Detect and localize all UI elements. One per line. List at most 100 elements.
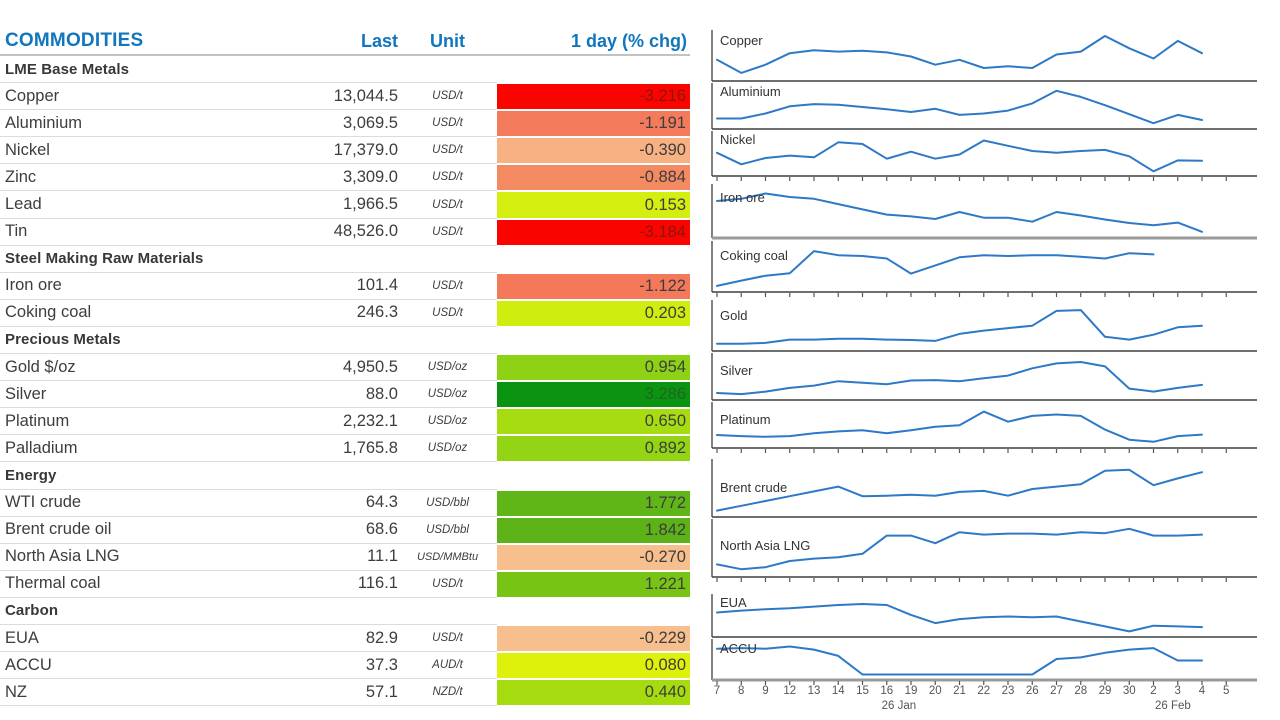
change-cell: -1.122 [497,273,690,300]
section-empty [497,462,690,489]
change-cell: 0.892 [497,435,690,462]
chart-panel-label: Brent crude [720,480,787,495]
last-price: 2,232.1 [300,408,398,436]
last-price: 82.9 [300,625,398,653]
change-cell: -1.191 [497,110,690,137]
section-row: Steel Making Raw Materials [0,246,690,273]
x-axis-tick-label: 5 [1223,685,1229,697]
section-title: Steel Making Raw Materials [0,246,497,273]
commodity-name: Platinum [0,408,300,436]
last-price: 64.3 [300,490,398,517]
section-title: Energy [0,462,497,490]
chart-panel-label: Platinum [720,412,771,427]
x-axis-tick-label: 14 [832,685,845,697]
change-cell: 1.842 [497,517,690,544]
last-price: 13,044.5 [300,83,398,111]
table-row: Nickel 17,379.0 USD/t -0.390 [0,137,690,165]
x-axis-tick-label: 27 [1050,685,1063,697]
x-axis-tick-label: 4 [1199,685,1206,697]
commodity-name: Lead [0,191,300,219]
unit-label: USD/bbl [398,490,497,517]
table-row: Aluminium 3,069.5 USD/t -1.191 [0,110,690,138]
x-axis-tick-label: 8 [738,685,744,697]
change-cell: 0.203 [497,300,690,327]
commodity-name: Brent crude oil [0,517,300,544]
commodities-table-body: LME Base Metals Copper 13,044.5 USD/t -3… [0,56,690,707]
unit-label: USD/t [398,83,497,111]
change-value: -0.270 [497,544,690,570]
table-row: Tin 48,526.0 USD/t -3.184 [0,219,690,246]
commodity-name: Copper [0,83,300,111]
change-value: 0.203 [497,300,690,326]
unit-label: USD/t [398,110,497,138]
x-axis-tick-label: 16 [880,685,893,697]
unit-label: USD/t [398,571,497,598]
commodity-name: Nickel [0,137,300,165]
change-value: 0.954 [497,355,690,381]
change-value: 1.842 [497,517,690,543]
change-value: 1.221 [497,571,690,597]
table-row: WTI crude 64.3 USD/bbl 1.772 [0,490,690,517]
unit-label: USD/oz [398,435,497,463]
unit-label: USD/t [398,164,497,192]
section-row: Carbon [0,598,690,625]
last-price: 68.6 [300,517,398,544]
page-title: COMMODITIES [5,30,144,51]
change-cell: -3.184 [497,219,690,246]
sparkline-aluminium [716,89,1203,125]
sparkline-silver [716,361,1203,396]
last-price: 48,526.0 [300,219,398,246]
commodity-name: EUA [0,625,300,653]
x-axis-month-label: 26 Feb [1155,700,1191,712]
sparkline-brent-crude [716,468,1203,512]
unit-label: USD/t [398,137,497,165]
x-axis-tick-label: 3 [1175,685,1181,697]
x-axis-tick-label: 30 [1123,685,1136,697]
section-title: Precious Metals [0,327,497,355]
change-cell: 0.954 [497,354,690,381]
chart-panel-label: Gold [720,308,747,323]
commodity-name: Zinc [0,164,300,192]
change-value: -3.216 [497,84,690,110]
last-price: 1,765.8 [300,435,398,463]
unit-label: USD/bbl [398,517,497,544]
table-row: Iron ore 101.4 USD/t -1.122 [0,273,690,300]
x-axis-tick-label: 20 [929,685,942,697]
last-price: 88.0 [300,381,398,409]
unit-label: USD/oz [398,408,497,436]
change-cell: -3.216 [497,83,690,110]
x-axis-tick-label: 2 [1150,685,1156,697]
table-row: Palladium 1,765.8 USD/oz 0.892 [0,435,690,463]
x-axis-tick-label: 13 [808,685,821,697]
section-title: LME Base Metals [0,56,497,84]
section-title: Carbon [0,598,497,625]
unit-label: USD/oz [398,381,497,409]
section-row: LME Base Metals [0,56,690,84]
unit-label: USD/MMBtu [398,544,497,571]
sparklines-chart: Copper Aluminium Nickel Iron ore Coking coal… [711,30,1257,712]
change-cell: 3.286 [497,381,690,408]
change-cell: -0.884 [497,164,690,191]
chart-panel-label: Copper [720,33,763,48]
x-axis-tick-label: 26 [1026,685,1039,697]
last-price: 101.4 [300,273,398,300]
chart-panel-label: EUA [720,595,747,610]
x-axis-tick-label: 23 [1002,685,1015,697]
section-row: Energy [0,462,690,490]
unit-label: NZD/t [398,679,497,707]
column-header-unit: Unit [430,30,465,51]
last-price: 17,379.0 [300,137,398,165]
section-row: Precious Metals [0,327,690,355]
table-row: Gold $/oz 4,950.5 USD/oz 0.954 [0,354,690,382]
change-cell: 1.772 [497,490,690,517]
sparkline-coking-coal [716,250,1155,287]
change-cell: 0.153 [497,191,690,218]
chart-panel-label: North Asia LNG [720,538,810,553]
change-cell: -0.229 [497,625,690,652]
sparkline-iron-ore [716,192,1203,233]
commodity-name: North Asia LNG [0,544,300,571]
sparkline-nickel [716,139,1203,173]
section-empty [497,56,690,83]
change-cell: 0.650 [497,408,690,435]
table-row: North Asia LNG 11.1 USD/MMBtu -0.270 [0,544,690,571]
